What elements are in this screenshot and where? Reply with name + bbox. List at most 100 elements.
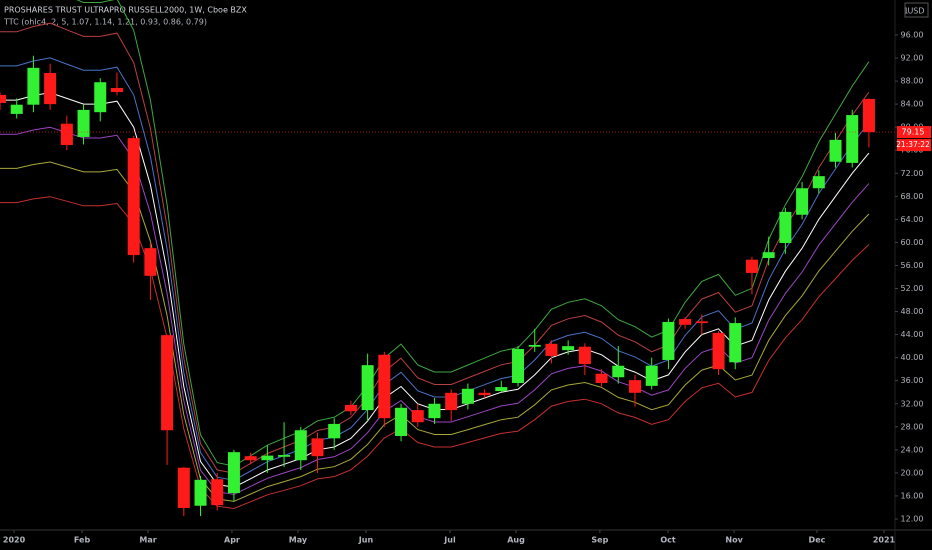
y-tick-label: 40.00: [901, 353, 924, 362]
currency-box[interactable]: [904, 2, 929, 18]
y-tick-label: 32.00: [901, 399, 924, 408]
band-line: [0, 57, 870, 481]
candle-body: [428, 403, 441, 419]
candle-body: [628, 380, 641, 393]
candle-body: [445, 392, 458, 411]
last-price: 79.15: [902, 128, 925, 137]
candle-body: [261, 455, 274, 461]
candle-body: [695, 321, 708, 324]
candle-body: [161, 335, 174, 431]
candle-body: [796, 188, 809, 215]
candle-body: [662, 321, 675, 360]
countdown: 21:37:22: [896, 140, 930, 149]
candle-body: [612, 365, 625, 378]
candle-body: [495, 387, 508, 392]
candle-body: [528, 344, 541, 347]
candle-body: [712, 332, 725, 370]
x-tick-label: 2021: [873, 536, 896, 545]
candle-body: [144, 248, 157, 276]
candle-body: [729, 323, 742, 363]
y-tick-label: 60.00: [901, 238, 924, 247]
x-tick-label: Dec: [809, 536, 826, 545]
x-tick-label: Feb: [74, 536, 91, 545]
candle-body: [127, 138, 140, 256]
candle-body: [94, 82, 107, 113]
candle-body: [679, 319, 692, 325]
candle-body: [211, 479, 224, 506]
y-tick-label: 68.00: [901, 192, 924, 201]
candle-body: [512, 349, 525, 384]
x-tick-label: Jul: [443, 536, 456, 545]
candle-body: [227, 452, 240, 494]
candle-body: [194, 479, 207, 506]
candle-body: [829, 139, 842, 162]
scale-label: 1: [903, 7, 908, 16]
y-tick-label: 28.00: [901, 422, 924, 431]
y-tick-label: 44.00: [901, 330, 924, 339]
y-tick-label: 52.00: [901, 284, 924, 293]
candle-body: [461, 388, 474, 404]
indicator-label: TTC (ohlc4, 2, 5, 1.07, 1.14, 1.21, 0.93…: [3, 18, 207, 27]
y-tick-label: 64.00: [901, 215, 924, 224]
band-line: [0, 161, 870, 502]
candle-body: [762, 252, 775, 258]
y-tick-label: 92.00: [901, 54, 924, 63]
candle-body: [846, 115, 859, 163]
x-tick-label: Nov: [725, 536, 743, 545]
x-tick-label: May: [289, 536, 308, 545]
candle-body: [411, 410, 424, 423]
candle-body: [562, 346, 575, 351]
candle-body: [60, 123, 73, 146]
candle-body: [278, 455, 291, 457]
candle-body: [27, 67, 40, 105]
candle-body: [44, 73, 57, 105]
x-tick-label: Apr: [224, 536, 240, 545]
y-tick-label: 88.00: [901, 77, 924, 86]
candle-body: [578, 346, 591, 364]
candle-body: [177, 467, 190, 509]
x-tick-label: Oct: [660, 536, 676, 545]
candle-body: [0, 94, 6, 103]
y-tick-label: 24.00: [901, 445, 924, 454]
candle-body: [478, 392, 491, 396]
x-tick-label: Sep: [591, 536, 608, 545]
currency[interactable]: USD: [907, 7, 924, 16]
candle-body: [862, 98, 875, 133]
band-line: [0, 22, 870, 474]
candle-body: [311, 438, 324, 457]
x-tick-label: Aug: [507, 536, 525, 545]
x-tick-label: Mar: [139, 536, 156, 545]
last-price-box: [897, 126, 931, 139]
candle-body: [244, 456, 257, 461]
candle-body: [779, 211, 792, 243]
candle-body: [378, 354, 391, 419]
y-tick-label: 48.00: [901, 307, 924, 316]
x-tick-label: Jun: [358, 536, 374, 545]
candle-body: [10, 104, 23, 114]
candle-body: [344, 404, 357, 412]
y-tick-label: 72.00: [901, 169, 924, 178]
y-tick-label: 96.00: [901, 30, 924, 39]
x-tick-label: 2020: [3, 536, 26, 545]
chart-title: PROSHARES TRUST ULTRAPRO RUSSELL2000, 1W…: [4, 6, 247, 15]
candle-body: [110, 87, 123, 93]
candle-body: [595, 373, 608, 384]
y-tick-label: 20.00: [901, 468, 924, 477]
candle-body: [77, 109, 90, 137]
y-tick-label: 56.00: [901, 261, 924, 270]
candle-body: [745, 259, 758, 273]
candle-body: [545, 343, 558, 356]
y-tick-label: 12.00: [901, 514, 924, 523]
y-tick-label: 16.00: [901, 491, 924, 500]
candle-body: [294, 430, 307, 461]
band-line: [76, 0, 870, 467]
candle-body: [328, 423, 341, 439]
candle-body: [812, 176, 825, 189]
y-tick-label: 36.00: [901, 376, 924, 385]
candle-body: [395, 407, 408, 437]
candle-body: [361, 365, 374, 411]
countdown-box: [897, 139, 931, 152]
candle-body: [645, 365, 658, 386]
y-tick-label: 84.00: [901, 100, 924, 109]
